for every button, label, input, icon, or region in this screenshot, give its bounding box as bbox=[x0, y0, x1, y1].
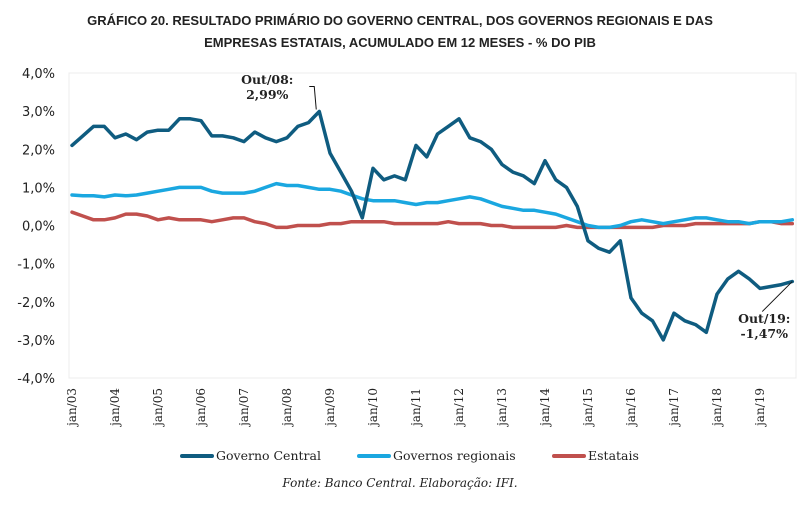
x-tick-label: jan/04 bbox=[108, 388, 122, 428]
x-tick-label: jan/11 bbox=[409, 388, 423, 428]
x-tick-label: jan/17 bbox=[667, 388, 681, 428]
y-axis: 4,0% 3,0% 2,0% 1,0% 0,0% -1,0% -2,0% -3,0% -4,0% bbox=[17, 67, 55, 387]
x-tick-label: jan/08 bbox=[280, 388, 294, 428]
x-axis: jan/03 jan/04 jan/05 jan/06 jan/07 jan/08 jan/… bbox=[65, 388, 767, 428]
chart-title-line-1: GRÁFICO 20. RESULTADO PRIMÁRIO DO GOVERN… bbox=[87, 13, 713, 28]
annotation-leader-out08 bbox=[309, 86, 317, 110]
source-note: Fonte: Banco Central. Elaboração: IFI. bbox=[282, 476, 518, 490]
annotations: Out/08:2,99% Out/19:-1,47% bbox=[241, 72, 793, 341]
plot-area-border bbox=[68, 72, 797, 379]
legend-label-estatais: Estatais bbox=[588, 448, 639, 463]
legend-label-governos-regionais: Governos regionais bbox=[393, 448, 516, 463]
x-tick-label: jan/12 bbox=[452, 388, 466, 428]
legend-swatch-governos-regionais bbox=[357, 453, 391, 458]
chart-title-line-2: EMPRESAS ESTATAIS, ACUMULADO EM 12 MESES… bbox=[204, 35, 596, 50]
series-line-estatais bbox=[70, 210, 795, 230]
y-tick-label: 0,0% bbox=[22, 220, 55, 235]
series-line-governo-central bbox=[70, 109, 795, 342]
x-tick-label: jan/03 bbox=[65, 388, 79, 428]
annotation-label-out19: -1,47% bbox=[740, 326, 788, 341]
chart-title: GRÁFICO 20. RESULTADO PRIMÁRIO DO GOVERN… bbox=[0, 0, 800, 54]
legend: Governo Central Governos regionais Estat… bbox=[0, 448, 800, 468]
y-tick-label: 1,0% bbox=[22, 181, 55, 196]
x-tick-label: jan/07 bbox=[237, 388, 251, 428]
x-tick-label: jan/06 bbox=[194, 388, 208, 428]
x-tick-label: jan/10 bbox=[366, 388, 380, 428]
legend-swatch-governo-central bbox=[180, 453, 214, 458]
x-tick-label: jan/19 bbox=[753, 388, 767, 428]
y-tick-label: 2,0% bbox=[22, 143, 55, 158]
legend-swatch-estatais bbox=[552, 453, 586, 458]
y-tick-label: 4,0% bbox=[22, 67, 55, 82]
annotation-label-out19: Out/19: bbox=[738, 311, 790, 326]
x-tick-label: jan/13 bbox=[495, 388, 509, 428]
legend-item-governos-regionais: Governos regionais bbox=[357, 448, 516, 463]
legend-item-governo-central: Governo Central bbox=[180, 448, 321, 463]
y-tick-label: -1,0% bbox=[17, 258, 55, 273]
annotation-label-out08: 2,99% bbox=[246, 87, 288, 102]
x-tick-label: jan/18 bbox=[710, 388, 724, 428]
x-tick-label: jan/09 bbox=[323, 388, 337, 428]
series-lines bbox=[70, 109, 795, 342]
x-tick-label: jan/05 bbox=[151, 388, 165, 428]
annotation-leader-out19 bbox=[761, 281, 793, 312]
x-tick-label: jan/14 bbox=[538, 388, 552, 428]
annotation-label-out08: Out/08: bbox=[241, 72, 293, 87]
y-tick-label: -2,0% bbox=[17, 296, 55, 311]
series-line-governos-regionais bbox=[70, 181, 795, 230]
x-tick-label: jan/15 bbox=[581, 388, 595, 428]
y-tick-label: -3,0% bbox=[17, 334, 55, 349]
legend-item-estatais: Estatais bbox=[552, 448, 639, 463]
x-tick-label: jan/16 bbox=[624, 388, 638, 428]
y-tick-label: 3,0% bbox=[22, 105, 55, 120]
legend-label-governo-central: Governo Central bbox=[216, 448, 321, 463]
y-tick-label: -4,0% bbox=[17, 372, 55, 387]
